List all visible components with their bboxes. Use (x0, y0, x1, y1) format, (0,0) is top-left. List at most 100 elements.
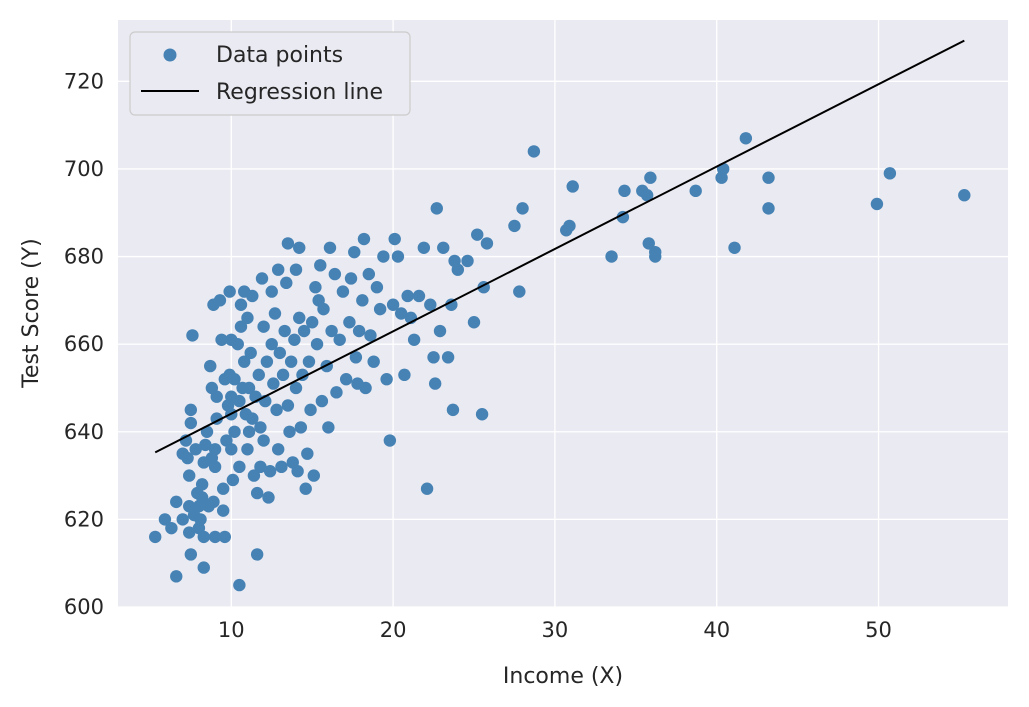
data-point (231, 337, 244, 351)
data-point (307, 469, 320, 482)
data-point (197, 561, 210, 574)
data-point (228, 425, 241, 438)
data-point (445, 298, 458, 311)
data-point (283, 425, 296, 438)
data-point (272, 443, 285, 456)
data-point (241, 311, 254, 325)
x-tick-labels: 10 20 30 40 50 (218, 618, 892, 642)
data-point (241, 443, 254, 456)
data-point (225, 443, 238, 456)
data-point (649, 245, 662, 259)
data-point (428, 377, 442, 390)
data-point (289, 381, 303, 395)
data-point (242, 381, 256, 395)
data-point (380, 373, 393, 386)
data-point (262, 491, 275, 504)
data-point (420, 482, 434, 495)
data-point (189, 443, 202, 456)
data-point (210, 390, 223, 403)
data-point (244, 346, 257, 360)
legend-label-data-points: Data points (216, 43, 343, 68)
data-point (276, 368, 290, 382)
data-point (870, 197, 884, 211)
data-point (446, 403, 460, 417)
data-point (250, 486, 264, 500)
data-point (215, 333, 228, 346)
data-point (176, 513, 189, 526)
data-point (246, 289, 259, 303)
data-point (183, 469, 196, 482)
data-point (317, 302, 330, 316)
data-point (255, 272, 269, 285)
data-point (234, 320, 248, 333)
data-point (268, 307, 282, 320)
data-point (367, 355, 380, 368)
data-point (344, 272, 358, 285)
data-point (527, 145, 541, 158)
data-point (302, 355, 316, 368)
data-point (441, 351, 455, 364)
legend-marker-data-points (163, 48, 177, 62)
data-point (309, 281, 322, 294)
data-point (336, 285, 350, 298)
data-point (288, 333, 301, 346)
data-point (208, 530, 222, 544)
data-point (238, 355, 251, 368)
data-point (310, 337, 324, 351)
x-tick-label: 30 (542, 618, 569, 642)
data-point (281, 399, 295, 412)
data-point (958, 189, 971, 202)
data-point (228, 373, 241, 386)
data-point (348, 245, 361, 259)
data-point (322, 421, 335, 434)
data-point (762, 171, 775, 184)
data-point (216, 504, 230, 517)
data-point (254, 421, 267, 434)
data-point (267, 377, 280, 390)
data-point (605, 250, 618, 263)
data-point (618, 184, 631, 198)
data-point (333, 333, 346, 346)
data-point (325, 324, 338, 338)
data-point (461, 254, 474, 268)
data-point (323, 241, 337, 254)
regression-line-group (154, 39, 965, 454)
data-point (294, 421, 308, 434)
data-point (566, 180, 579, 193)
data-point (213, 294, 227, 307)
data-point (471, 228, 484, 241)
data-point (234, 298, 248, 311)
data-point (373, 302, 387, 316)
data-point (616, 210, 630, 224)
data-point (359, 381, 372, 395)
data-point (689, 184, 702, 198)
data-point (330, 386, 343, 399)
data-point (417, 241, 431, 254)
data-point (328, 267, 342, 281)
x-tick-label: 10 (218, 618, 245, 642)
y-tick-label: 640 (64, 420, 104, 444)
data-point (275, 460, 288, 474)
data-point (250, 548, 264, 561)
data-point (364, 329, 377, 342)
data-point (158, 513, 172, 526)
data-point (352, 324, 366, 338)
data-point (383, 434, 397, 447)
data-point (246, 412, 259, 425)
data-point (433, 324, 447, 338)
data-point (401, 289, 414, 303)
data-point (386, 298, 400, 311)
data-point (289, 263, 303, 276)
data-point (424, 298, 437, 311)
data-point (475, 408, 489, 421)
data-point (184, 548, 198, 561)
data-point (184, 416, 198, 430)
data-point (170, 495, 183, 509)
data-point (728, 241, 741, 254)
data-point (149, 530, 162, 544)
data-point (208, 460, 222, 474)
data-point (186, 329, 199, 342)
data-point (644, 171, 657, 184)
x-axis-label: Income (X) (503, 664, 623, 689)
